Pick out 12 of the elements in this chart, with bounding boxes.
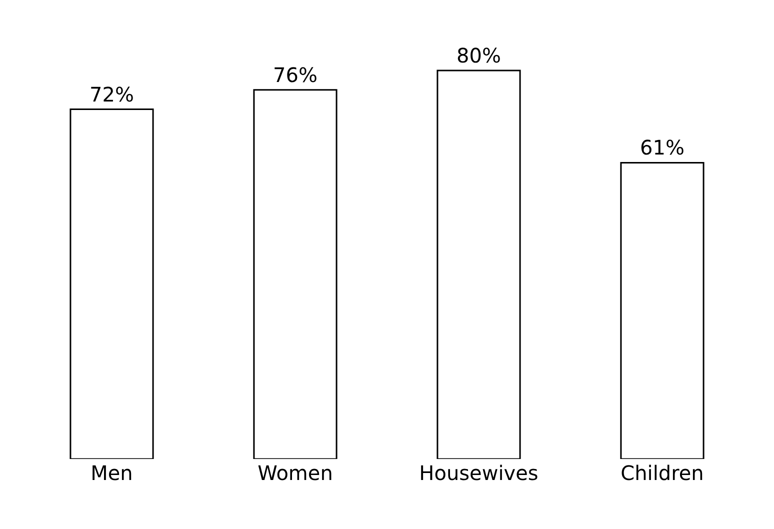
- bar: [436, 70, 521, 459]
- x-tick-label: Women: [258, 461, 333, 485]
- x-tick-label: Men: [90, 461, 133, 485]
- data-label: 72%: [90, 82, 134, 106]
- bar: [70, 108, 154, 459]
- data-label: 80%: [456, 43, 501, 68]
- data-label: 76%: [273, 62, 318, 87]
- data-label: 61%: [640, 136, 684, 160]
- bar: [253, 89, 338, 459]
- bar: [620, 162, 704, 459]
- x-tick-label: Housewives: [419, 461, 538, 485]
- x-tick-label: Children: [620, 461, 704, 485]
